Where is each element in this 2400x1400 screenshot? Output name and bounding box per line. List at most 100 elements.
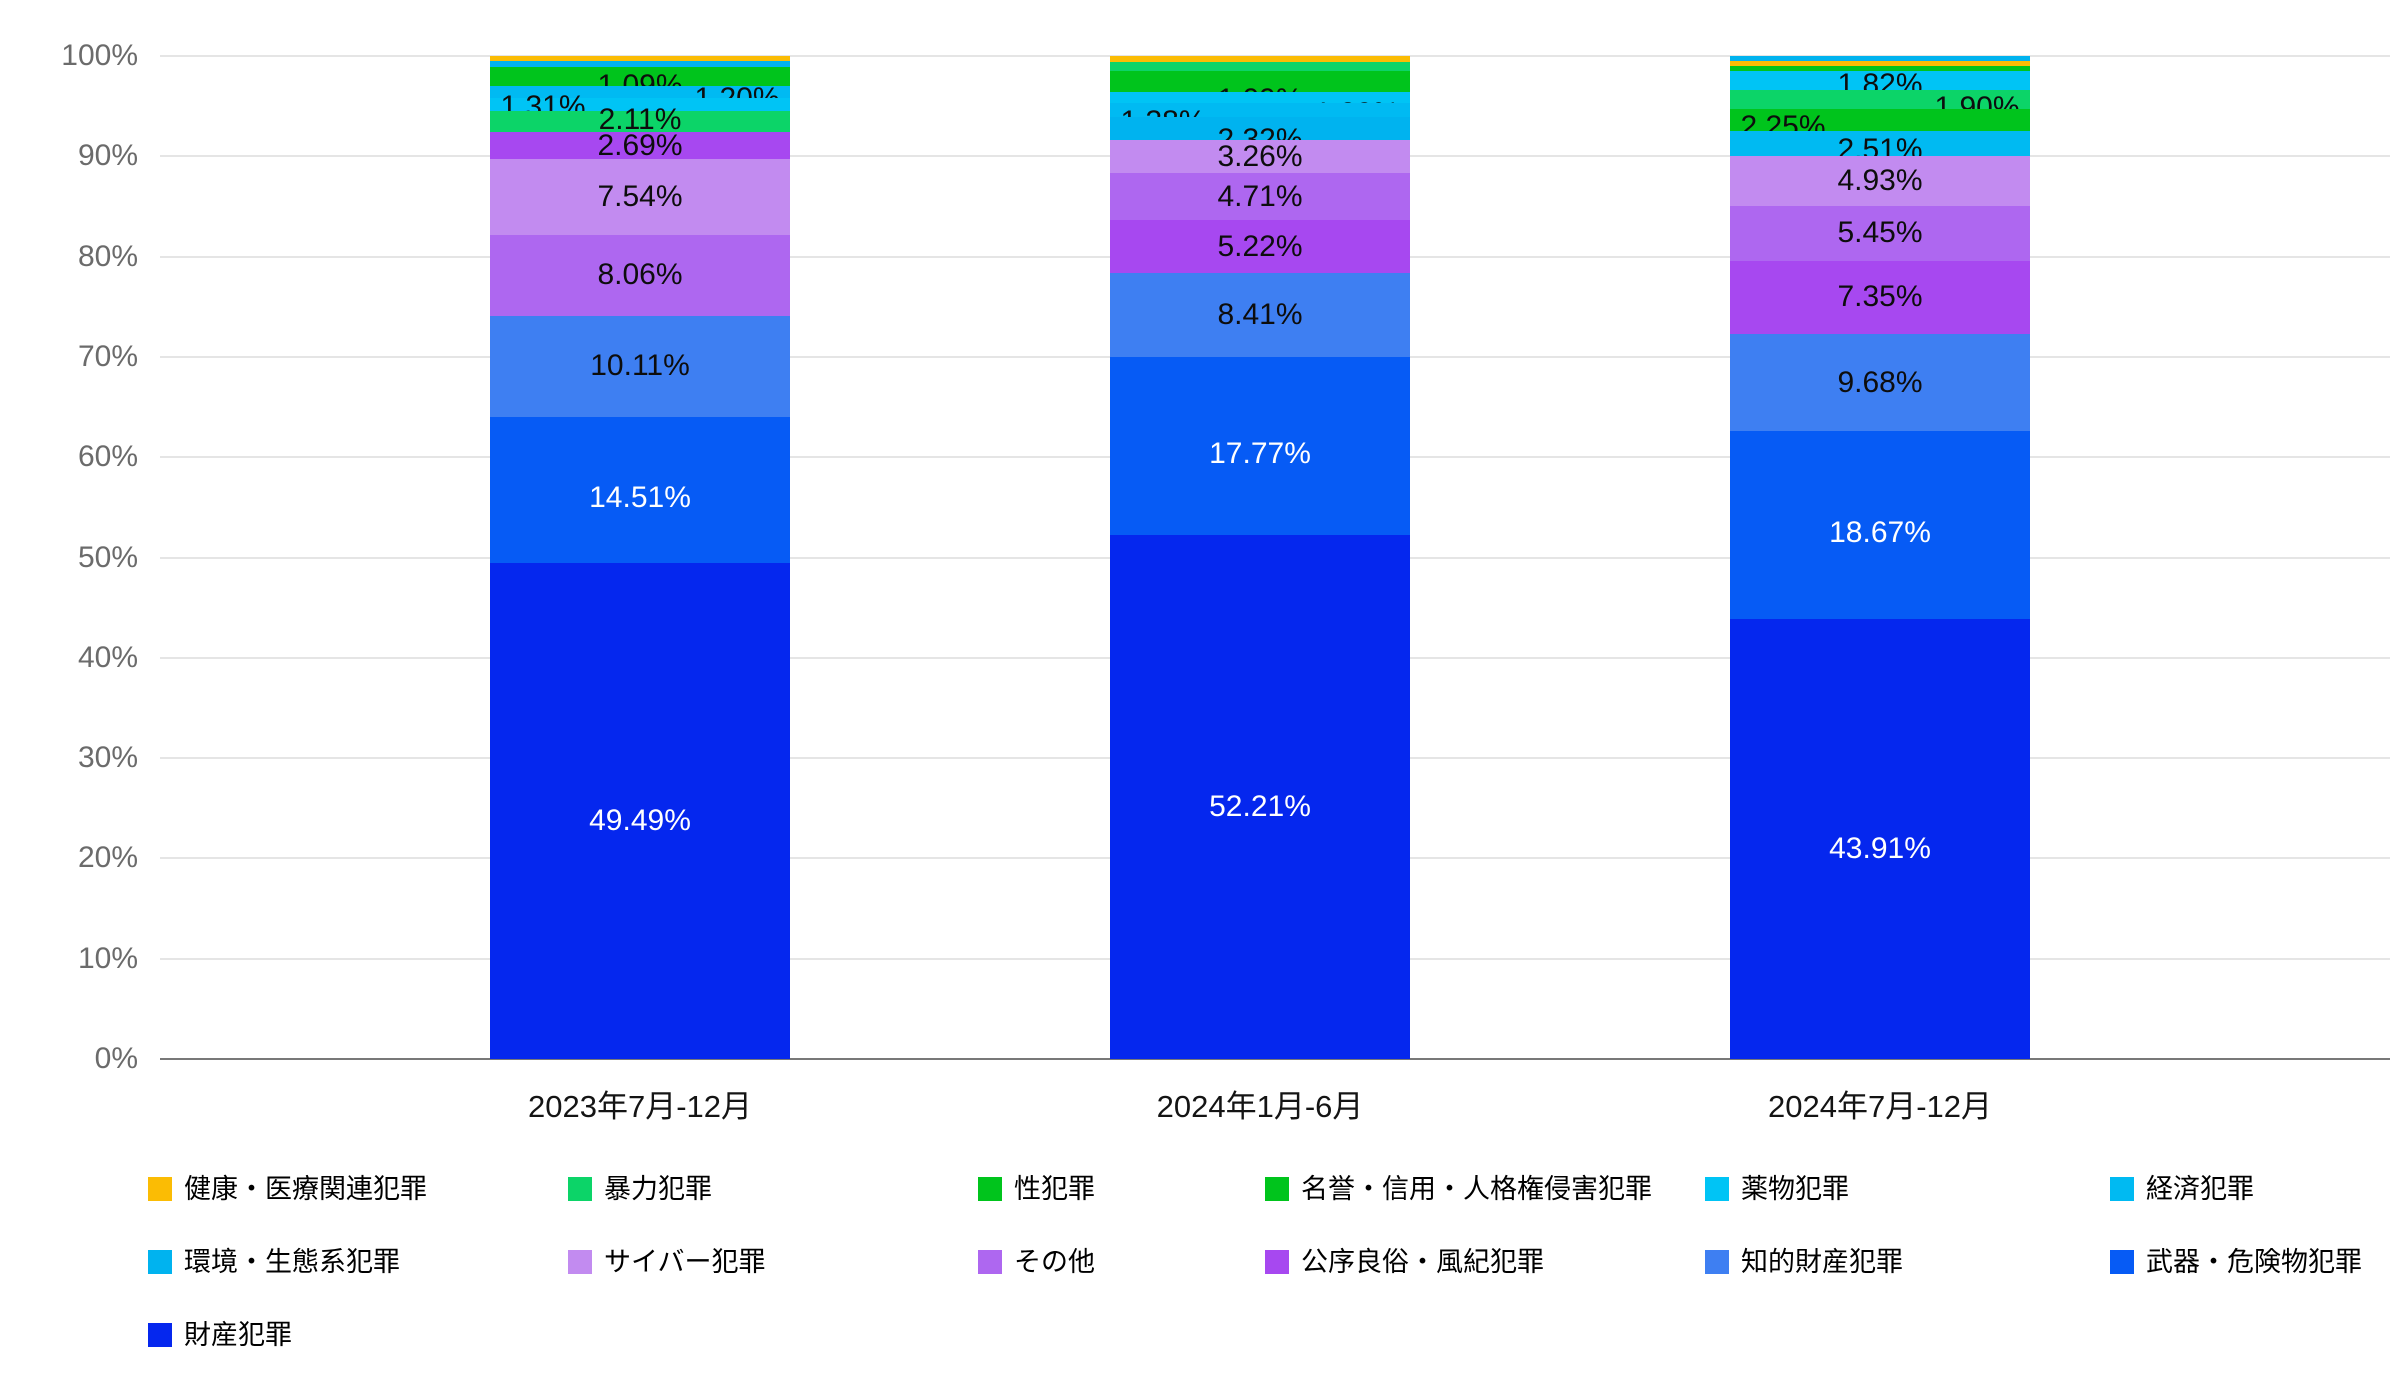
legend-label: 性犯罪 bbox=[1014, 1174, 1095, 1204]
segment-value-label: 3.26% bbox=[1217, 139, 1303, 173]
bar-segment-健康・医療関連犯罪 bbox=[1110, 56, 1410, 62]
legend-swatch-icon bbox=[2110, 1177, 2134, 1201]
x-tick-label: 2023年7月-12月 bbox=[527, 1089, 753, 1124]
legend-swatch-icon bbox=[1705, 1250, 1729, 1274]
segment-value-label: 8.41% bbox=[1217, 297, 1303, 331]
legend-swatch-icon bbox=[978, 1250, 1002, 1274]
bar-segment-サイバー犯罪 bbox=[1110, 140, 1410, 174]
legend-label: 財産犯罪 bbox=[184, 1320, 292, 1350]
segment-value-label: 7.54% bbox=[597, 180, 683, 214]
bar-segment-名誉・信用・人格権侵害犯罪 bbox=[1730, 65, 2030, 72]
legend-label: 公序良俗・風紀犯罪 bbox=[1301, 1247, 1544, 1277]
legend-label: サイバー犯罪 bbox=[604, 1247, 766, 1277]
legend-label: 知的財産犯罪 bbox=[1741, 1247, 1903, 1277]
legend-label: 暴力犯罪 bbox=[604, 1174, 712, 1204]
segment-value-label: 14.51% bbox=[589, 480, 691, 514]
bar-segment-サイバー犯罪 bbox=[1730, 156, 2030, 206]
legend-swatch-icon bbox=[978, 1177, 1002, 1201]
legend-label: 健康・医療関連犯罪 bbox=[184, 1174, 427, 1204]
legend-swatch-icon bbox=[568, 1250, 592, 1274]
y-tick-label: 60% bbox=[77, 440, 138, 474]
legend-swatch-icon bbox=[148, 1177, 172, 1201]
bar-segment-暴力犯罪 bbox=[1110, 61, 1410, 72]
segment-value-label: 9.68% bbox=[1837, 365, 1923, 399]
legend-swatch-icon bbox=[1265, 1250, 1289, 1274]
x-axis-baseline bbox=[160, 1058, 2390, 1060]
bar-segment-知的財産犯罪 bbox=[490, 315, 790, 418]
bar-segment-健康・医療関連犯罪 bbox=[1730, 60, 2030, 66]
y-tick-label: 30% bbox=[77, 741, 138, 775]
y-tick-label: 0% bbox=[94, 1042, 138, 1075]
segment-value-label: 4.71% bbox=[1217, 179, 1303, 213]
y-tick-label: 20% bbox=[77, 841, 138, 875]
bar-segment-サイバー犯罪 bbox=[490, 159, 790, 235]
legend-swatch-icon bbox=[148, 1323, 172, 1347]
x-tick-label: 2024年1月-6月 bbox=[1156, 1089, 1364, 1124]
legend-label: 名誉・信用・人格権侵害犯罪 bbox=[1301, 1174, 1652, 1204]
bar-segment-財産犯罪 bbox=[490, 562, 790, 1059]
bar-segment-その他 bbox=[1730, 205, 2030, 261]
bar-segment-その他 bbox=[1110, 173, 1410, 221]
segment-value-label: 2.11% bbox=[598, 102, 682, 136]
legend-swatch-icon bbox=[1705, 1177, 1729, 1201]
y-tick-label: 70% bbox=[77, 339, 138, 373]
segment-value-label: 8.06% bbox=[597, 258, 683, 292]
bar-segment-環境・生態系犯罪 bbox=[1730, 56, 2030, 61]
segment-value-label: 5.22% bbox=[1217, 229, 1303, 263]
bar-segment-武器・危険物犯罪 bbox=[1730, 431, 2030, 619]
bar-segment-性犯罪 bbox=[1730, 108, 2030, 132]
bar-segment-環境・生態系犯罪 bbox=[1110, 117, 1410, 141]
segment-value-label: 5.45% bbox=[1837, 216, 1923, 250]
segment-value-label: 4.93% bbox=[1837, 164, 1923, 198]
legend-label: 武器・危険物犯罪 bbox=[2146, 1247, 2362, 1277]
y-tick-label: 90% bbox=[77, 139, 138, 173]
bar-segment-薬物犯罪 bbox=[1110, 92, 1410, 104]
segment-value-label: 43.91% bbox=[1829, 831, 1931, 865]
bar-segment-その他 bbox=[490, 234, 790, 316]
y-tick-label: 10% bbox=[77, 941, 138, 975]
legend-label: 薬物犯罪 bbox=[1741, 1174, 1849, 1204]
y-tick-label: 50% bbox=[77, 540, 138, 574]
segment-value-label: 2.69% bbox=[597, 128, 683, 162]
bar-segment-財産犯罪 bbox=[1730, 618, 2030, 1059]
bar-segment-公序良俗・風紀犯罪 bbox=[1730, 260, 2030, 335]
bar-segment-武器・危険物犯罪 bbox=[1110, 357, 1410, 536]
bar-segment-性犯罪 bbox=[1110, 81, 1410, 93]
legend-swatch-icon bbox=[148, 1250, 172, 1274]
bar-segment-知的財産犯罪 bbox=[1110, 272, 1410, 358]
segment-value-label: 10.11% bbox=[590, 349, 690, 383]
y-tick-label: 40% bbox=[77, 640, 138, 674]
bar-segment-薬物犯罪 bbox=[490, 97, 790, 112]
segment-value-label: 49.49% bbox=[589, 803, 691, 837]
segment-value-label: 52.21% bbox=[1209, 790, 1311, 824]
legend-swatch-icon bbox=[1265, 1177, 1289, 1201]
bar-segment-暴力犯罪 bbox=[490, 111, 790, 133]
bar-segment-経済犯罪 bbox=[1110, 103, 1410, 118]
bar-segment-経済犯罪 bbox=[490, 85, 790, 98]
segment-value-label: 7.35% bbox=[1837, 280, 1923, 314]
bar-segment-名誉・信用・人格権侵害犯罪 bbox=[490, 67, 790, 75]
bar-segment-公序良俗・風紀犯罪 bbox=[490, 132, 790, 160]
bar-segment-知的財産犯罪 bbox=[1730, 334, 2030, 432]
segment-value-label: 17.77% bbox=[1209, 437, 1311, 471]
bar-segment-健康・医療関連犯罪 bbox=[490, 56, 790, 61]
bar-segment-暴力犯罪 bbox=[1730, 89, 2030, 109]
bar-segment-薬物犯罪 bbox=[1730, 71, 2030, 90]
bar-segment-財産犯罪 bbox=[1110, 535, 1410, 1059]
segment-value-label: 18.67% bbox=[1829, 515, 1931, 549]
bar-segment-環境・生態系犯罪 bbox=[490, 61, 790, 68]
legend-swatch-icon bbox=[568, 1177, 592, 1201]
bar-segment-名誉・信用・人格権侵害犯罪 bbox=[1110, 71, 1410, 82]
y-tick-label: 80% bbox=[77, 239, 138, 273]
bar-segment-公序良俗・風紀犯罪 bbox=[1110, 220, 1410, 273]
legend-label: その他 bbox=[1014, 1247, 1095, 1277]
legend-swatch-icon bbox=[2110, 1250, 2134, 1274]
legend-label: 経済犯罪 bbox=[2146, 1174, 2254, 1204]
bar-segment-性犯罪 bbox=[490, 74, 790, 86]
legend-label: 環境・生態系犯罪 bbox=[184, 1247, 400, 1277]
x-tick-label: 2024年7月-12月 bbox=[1767, 1089, 1993, 1124]
bar-segment-武器・危険物犯罪 bbox=[490, 417, 790, 563]
y-tick-label: 100% bbox=[61, 39, 138, 72]
bar-segment-経済犯罪 bbox=[1730, 131, 2030, 157]
